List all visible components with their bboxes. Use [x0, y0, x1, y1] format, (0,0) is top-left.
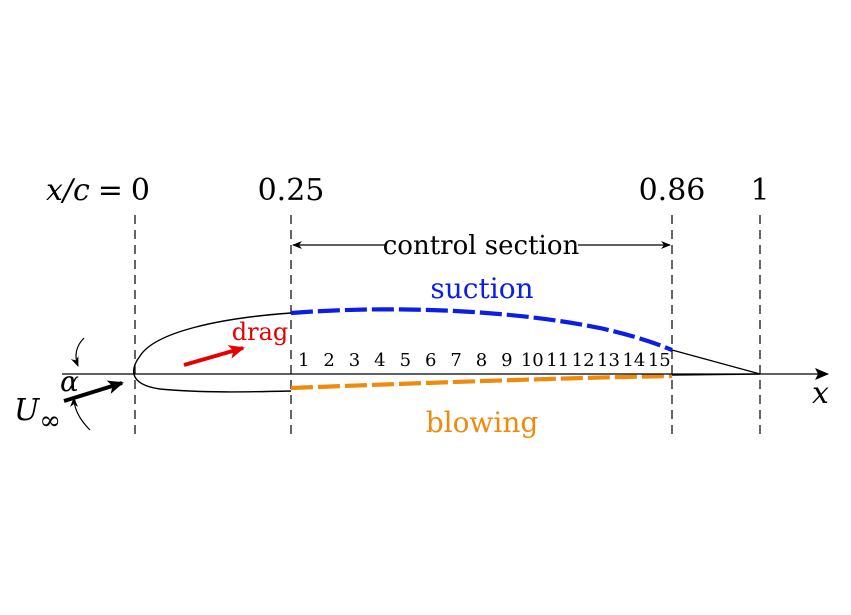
segment-number: 5: [400, 350, 411, 371]
suction-label: suction: [430, 272, 533, 305]
station-label-1: 1: [750, 173, 769, 208]
segment-number: 8: [476, 350, 487, 371]
control-section-label: control section: [383, 231, 580, 261]
segment-number: 14: [622, 350, 645, 371]
segment-number: 3: [349, 350, 360, 371]
segment-number: 4: [374, 350, 385, 371]
station-label-0.25: 0.25: [258, 173, 325, 208]
segment-number: 15: [648, 350, 671, 371]
station-label-0.86: 0.86: [639, 173, 706, 208]
segment-numbers: 1 2 3 4 5 6 7 8 9 10 11 12 13 14 15: [298, 350, 671, 371]
alpha-label: α: [60, 365, 79, 398]
segment-number: 1: [298, 350, 309, 371]
airfoil-trailing-upper: [671, 349, 761, 375]
airfoil-leading-contour: [132, 312, 292, 393]
segment-number: 10: [521, 350, 544, 371]
segment-number: 13: [597, 350, 620, 371]
segment-number: 7: [450, 350, 461, 371]
blowing-surface: [290, 373, 673, 391]
suction-surface: [290, 307, 673, 352]
drag-arrow: [183, 345, 245, 367]
segment-number: 2: [323, 350, 334, 371]
segment-number: 9: [501, 350, 512, 371]
segment-number: 12: [572, 350, 595, 371]
segment-number: 6: [425, 350, 436, 371]
station-label-0: x/c = 0: [46, 173, 150, 208]
freestream-label: U∞: [14, 393, 61, 436]
alpha-arc-lower: [70, 397, 91, 431]
alpha-arc-upper: [70, 337, 85, 367]
blowing-label: blowing: [426, 406, 539, 439]
drag-label: drag: [232, 318, 289, 346]
x-axis-label: x: [812, 376, 829, 411]
segment-number: 11: [546, 350, 569, 371]
